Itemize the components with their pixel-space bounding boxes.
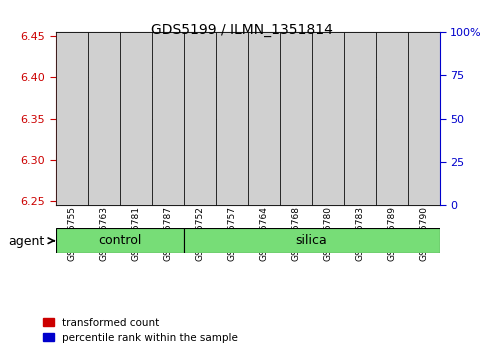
Text: GSM665764: GSM665764 <box>259 206 268 261</box>
FancyBboxPatch shape <box>152 32 184 205</box>
Bar <box>318 177 338 180</box>
FancyBboxPatch shape <box>408 32 440 205</box>
Bar <box>285 183 305 185</box>
FancyBboxPatch shape <box>280 32 312 205</box>
Bar <box>126 175 145 177</box>
Bar <box>253 135 274 201</box>
Bar <box>382 187 401 189</box>
FancyBboxPatch shape <box>184 228 440 253</box>
Text: GSM665781: GSM665781 <box>131 206 140 261</box>
Text: control: control <box>98 234 141 247</box>
Bar <box>125 91 146 201</box>
FancyBboxPatch shape <box>343 32 376 205</box>
Bar <box>93 150 114 201</box>
FancyBboxPatch shape <box>56 228 184 253</box>
Text: GSM665789: GSM665789 <box>387 206 396 261</box>
Text: GSM665752: GSM665752 <box>195 206 204 261</box>
FancyBboxPatch shape <box>376 32 408 205</box>
FancyBboxPatch shape <box>248 32 280 205</box>
Text: GSM665755: GSM665755 <box>67 206 76 261</box>
Bar <box>350 183 369 186</box>
Bar <box>157 121 178 201</box>
FancyBboxPatch shape <box>56 32 87 205</box>
Bar <box>221 142 242 201</box>
FancyBboxPatch shape <box>87 32 120 205</box>
Text: GSM665780: GSM665780 <box>323 206 332 261</box>
Bar <box>285 109 306 201</box>
FancyBboxPatch shape <box>312 32 343 205</box>
Text: GSM665757: GSM665757 <box>227 206 236 261</box>
Legend: transformed count, percentile rank within the sample: transformed count, percentile rank withi… <box>39 314 242 347</box>
Bar <box>61 86 82 201</box>
Text: silica: silica <box>296 234 327 247</box>
Text: GSM665763: GSM665763 <box>99 206 108 261</box>
FancyBboxPatch shape <box>120 32 152 205</box>
Text: GSM665790: GSM665790 <box>419 206 428 261</box>
FancyBboxPatch shape <box>184 32 215 205</box>
Bar <box>157 183 177 186</box>
Bar <box>189 67 210 201</box>
Bar <box>317 114 338 201</box>
Bar <box>222 187 242 189</box>
Bar <box>413 166 434 201</box>
FancyBboxPatch shape <box>215 32 248 205</box>
Bar <box>190 162 210 164</box>
Text: GDS5199 / ILMN_1351814: GDS5199 / ILMN_1351814 <box>151 23 332 37</box>
Bar <box>254 183 273 185</box>
Bar <box>94 184 114 187</box>
Bar <box>349 146 370 201</box>
Bar <box>62 176 82 178</box>
Text: GSM665787: GSM665787 <box>163 206 172 261</box>
Text: GSM665768: GSM665768 <box>291 206 300 261</box>
Bar <box>413 187 433 189</box>
Bar <box>381 185 402 201</box>
Text: GSM665783: GSM665783 <box>355 206 364 261</box>
Text: agent: agent <box>9 235 45 248</box>
